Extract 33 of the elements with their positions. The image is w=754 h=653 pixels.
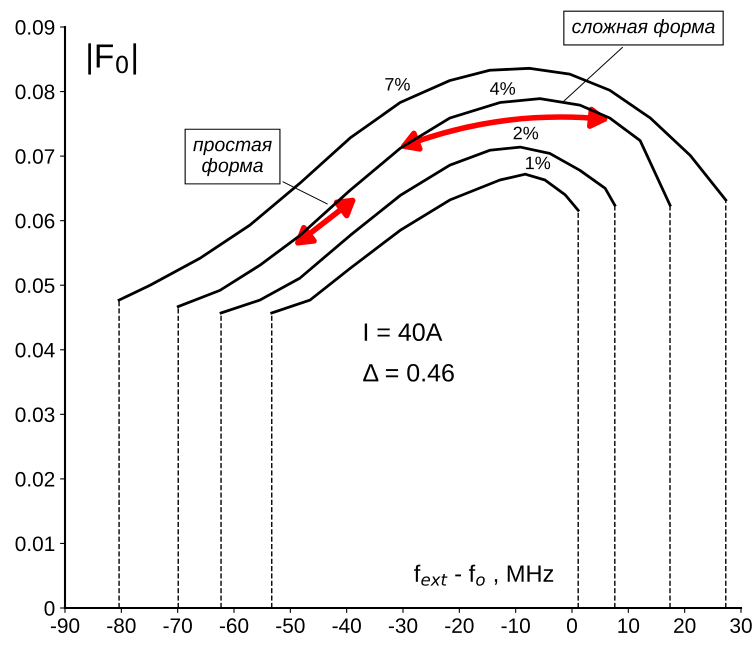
annotation: I = 40A — [364, 323, 442, 341]
y-tick-label: 0.04 — [16, 342, 55, 358]
x-tick-label: -40 — [332, 618, 361, 634]
annotation: простая форма — [193, 140, 272, 176]
x-tick-label: -20 — [445, 618, 474, 634]
annotation: сложная форма — [572, 19, 715, 38]
x-tick-label: 20 — [674, 618, 696, 634]
series-label: 7% — [385, 78, 410, 91]
annotation: |F$_{0}$| — [88, 43, 136, 75]
x-axis-title: f$_{ext}$ - f$_{o}$ , MHz — [414, 564, 554, 586]
x-tick-label: -90 — [50, 618, 80, 634]
y-tick-label: 0.03 — [16, 407, 54, 422]
y-tick-label: 0.06 — [16, 214, 54, 228]
x-tick-label: -80 — [107, 618, 136, 634]
series-label: 4% — [490, 82, 516, 95]
series-label: 1% — [526, 156, 550, 170]
y-tick-label: 0.02 — [16, 472, 54, 487]
x-tick-label: -10 — [502, 618, 530, 634]
y-tick-label: 0.09 — [16, 20, 54, 35]
y-tick-label: 0 — [44, 601, 54, 616]
x-tick-label: -30 — [388, 618, 418, 634]
x-tick-label: 0 — [567, 618, 577, 634]
x-tick-label: -60 — [220, 618, 248, 634]
series-label: 2% — [514, 126, 538, 140]
y-tick-label: 0.07 — [16, 149, 54, 164]
x-tick-label: -70 — [164, 618, 192, 634]
x-tick-label: 10 — [618, 618, 640, 634]
annotation: Δ = 0.46 — [363, 364, 454, 382]
y-tick-label: 0.01 — [16, 536, 54, 552]
x-tick-label: 30 — [730, 618, 752, 634]
y-tick-label: 0.05 — [16, 278, 54, 293]
y-tick-label: 0.08 — [16, 84, 54, 100]
x-tick-label: -50 — [276, 618, 305, 634]
